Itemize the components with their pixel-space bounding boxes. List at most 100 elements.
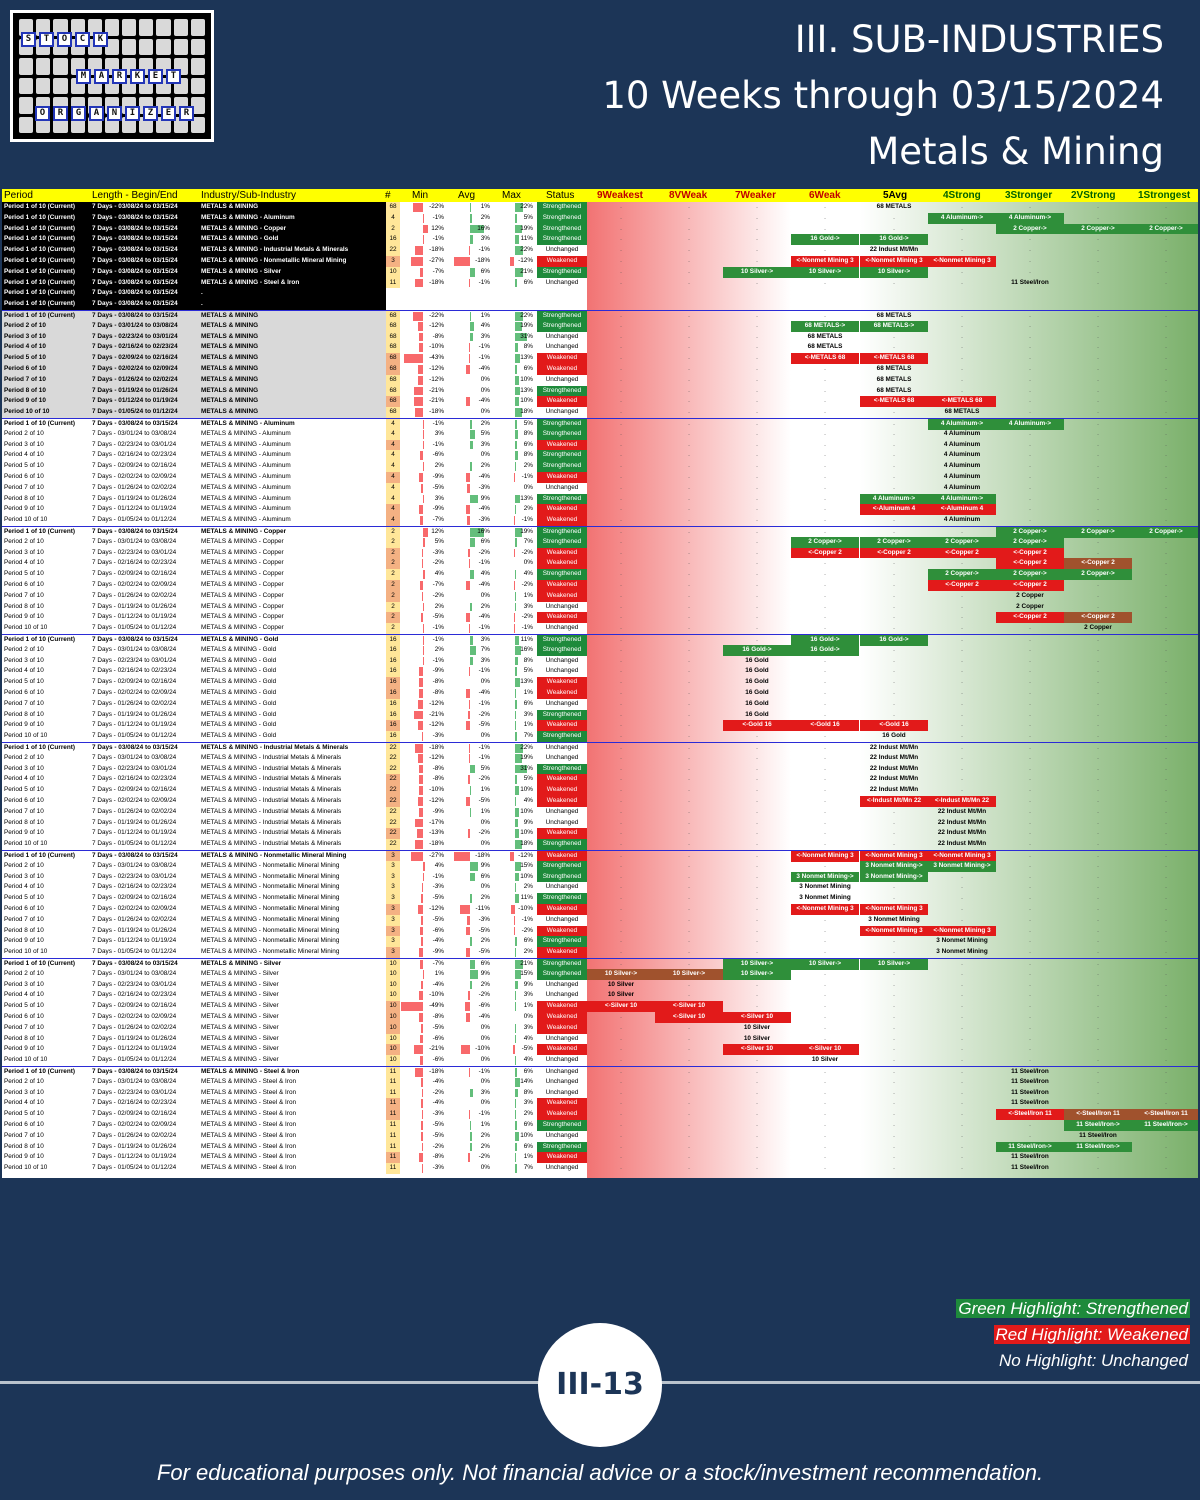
row-avg: 16% — [477, 528, 490, 535]
row-count: 3 — [386, 914, 400, 926]
rank-dot: . — [824, 840, 826, 848]
row-status: Weakened — [537, 590, 587, 602]
row-count: 3 — [386, 936, 400, 948]
rank-dot: . — [1165, 829, 1167, 837]
rank-dot: . — [1097, 548, 1099, 556]
row-count: 10 — [386, 1022, 400, 1034]
row-industry: METALS & MINING - Aluminum — [201, 419, 385, 430]
max-bar — [514, 786, 519, 795]
rank-dot: . — [893, 883, 895, 891]
row-avg: -2% — [478, 548, 490, 556]
min-bar — [420, 613, 423, 623]
rank-dot: . — [824, 224, 826, 232]
rank-dot: . — [961, 321, 963, 329]
row-period: Period 7 of 10 — [4, 914, 90, 926]
legend-green: Green Highlight: Strengthened — [956, 1296, 1190, 1322]
rank-marker: 2 Copper-> — [1064, 569, 1132, 580]
min-bar — [423, 462, 424, 471]
rank-dot: . — [1029, 852, 1031, 859]
row-max: 1% — [523, 591, 533, 599]
rank-dot: . — [620, 343, 622, 351]
row-status: Unchanged — [545, 818, 579, 826]
rank-dot: . — [1165, 246, 1167, 254]
row-industry: METALS & MINING - Nonmetallic Mineral Mi… — [201, 925, 385, 937]
min-bar — [418, 991, 423, 1001]
row-max: 4% — [523, 797, 533, 804]
rank-marker: <-Nonmet Mining 3 — [928, 851, 996, 862]
rank-dot: . — [824, 1002, 826, 1010]
rank-dot: . — [1029, 354, 1031, 362]
max-bar — [514, 861, 521, 871]
row-avg: -4% — [478, 397, 490, 405]
rank-dot: . — [824, 744, 826, 751]
header-rank-1: 1Strongest — [1138, 190, 1191, 201]
rank-dot: . — [756, 807, 758, 815]
rank-dot: . — [824, 278, 826, 286]
row-avg: -4% — [478, 365, 490, 372]
rank-dot: . — [620, 818, 622, 826]
row-avg: 16% — [477, 224, 490, 232]
row-count: 10 — [386, 266, 400, 278]
table-row: Period 5 of 10 7 Days - 02/09/24 to 02/16… — [2, 461, 1198, 472]
rank-dot: . — [620, 420, 622, 427]
row-count: 11 — [386, 1067, 400, 1078]
row-status: Strengthened — [537, 428, 587, 440]
row-count: 16 — [386, 731, 400, 742]
row-min: 1% — [434, 969, 444, 977]
rank-dot: . — [1165, 915, 1167, 923]
logo-tile — [190, 97, 205, 114]
max-bar — [514, 375, 519, 385]
row-avg: 0% — [480, 818, 490, 826]
row-count: 22 — [386, 785, 400, 796]
logo-letter: R — [179, 106, 194, 121]
rank-dot: . — [961, 246, 963, 254]
rank-dot: . — [1029, 710, 1031, 718]
row-dates: 7 Days - 02/09/24 to 02/16/24 — [92, 1109, 200, 1120]
rank-dot: . — [1029, 764, 1031, 772]
row-period: Period 8 of 10 — [4, 709, 90, 721]
rank-dot: . — [893, 213, 895, 221]
rank-marker: 16 Gold — [745, 678, 769, 686]
row-period: Period 1 of 10 (Current) — [4, 1067, 90, 1078]
row-max: 2% — [523, 462, 533, 470]
row-period: Period 9 of 10 — [4, 936, 90, 948]
rank-dot: . — [824, 753, 826, 761]
rank-dot: . — [688, 624, 690, 632]
row-dates: 7 Days - 03/01/24 to 03/08/24 — [92, 1076, 200, 1088]
row-count: 16 — [386, 666, 400, 678]
rank-dot: . — [893, 451, 895, 459]
avg-bar — [460, 905, 470, 914]
row-dates: 7 Days - 03/01/24 to 03/08/24 — [92, 644, 200, 656]
table-row: Period 5 of 10 7 Days - 02/09/24 to 02/16… — [2, 569, 1198, 580]
row-industry: METALS & MINING - Copper — [201, 590, 385, 602]
rank-dot: . — [1165, 559, 1167, 567]
row-max: -2% — [521, 926, 533, 934]
row-min: -7% — [432, 267, 444, 275]
row-dates: 7 Days - 01/26/24 to 02/02/24 — [92, 590, 200, 602]
min-bar — [423, 537, 426, 547]
row-min: -3% — [432, 883, 444, 891]
row-dates: 7 Days - 03/08/24 to 03/15/24 — [92, 959, 200, 970]
row-min: -7% — [432, 960, 444, 967]
max-bar — [514, 1164, 518, 1173]
row-industry: METALS & MINING - Industrial Metals & Mi… — [201, 817, 385, 829]
rank-dot: . — [756, 429, 758, 437]
rank-dot: . — [1097, 797, 1099, 804]
rank-dot: . — [620, 829, 622, 837]
row-period: Period 5 of 10 — [4, 1109, 90, 1120]
rank-dot: . — [1029, 861, 1031, 869]
rank-dot: . — [961, 1121, 963, 1128]
rank-dot: . — [688, 1121, 690, 1128]
row-status: Unchanged — [545, 343, 579, 351]
table-row: Period 4 of 10 7 Days - 02/16/24 to 02/23… — [2, 990, 1198, 1002]
row-dates: 7 Days - 01/26/24 to 02/02/24 — [92, 482, 200, 494]
row-min: -1% — [432, 420, 444, 427]
row-status: Strengthened — [537, 644, 587, 656]
row-industry: METALS & MINING - Copper — [201, 223, 385, 235]
rank-dot: . — [961, 710, 963, 718]
rank-dot: . — [1029, 1023, 1031, 1031]
avg-bar — [468, 548, 470, 558]
row-industry: METALS & MINING - Industrial Metals & Mi… — [201, 752, 385, 764]
rank-dot: . — [824, 581, 826, 588]
